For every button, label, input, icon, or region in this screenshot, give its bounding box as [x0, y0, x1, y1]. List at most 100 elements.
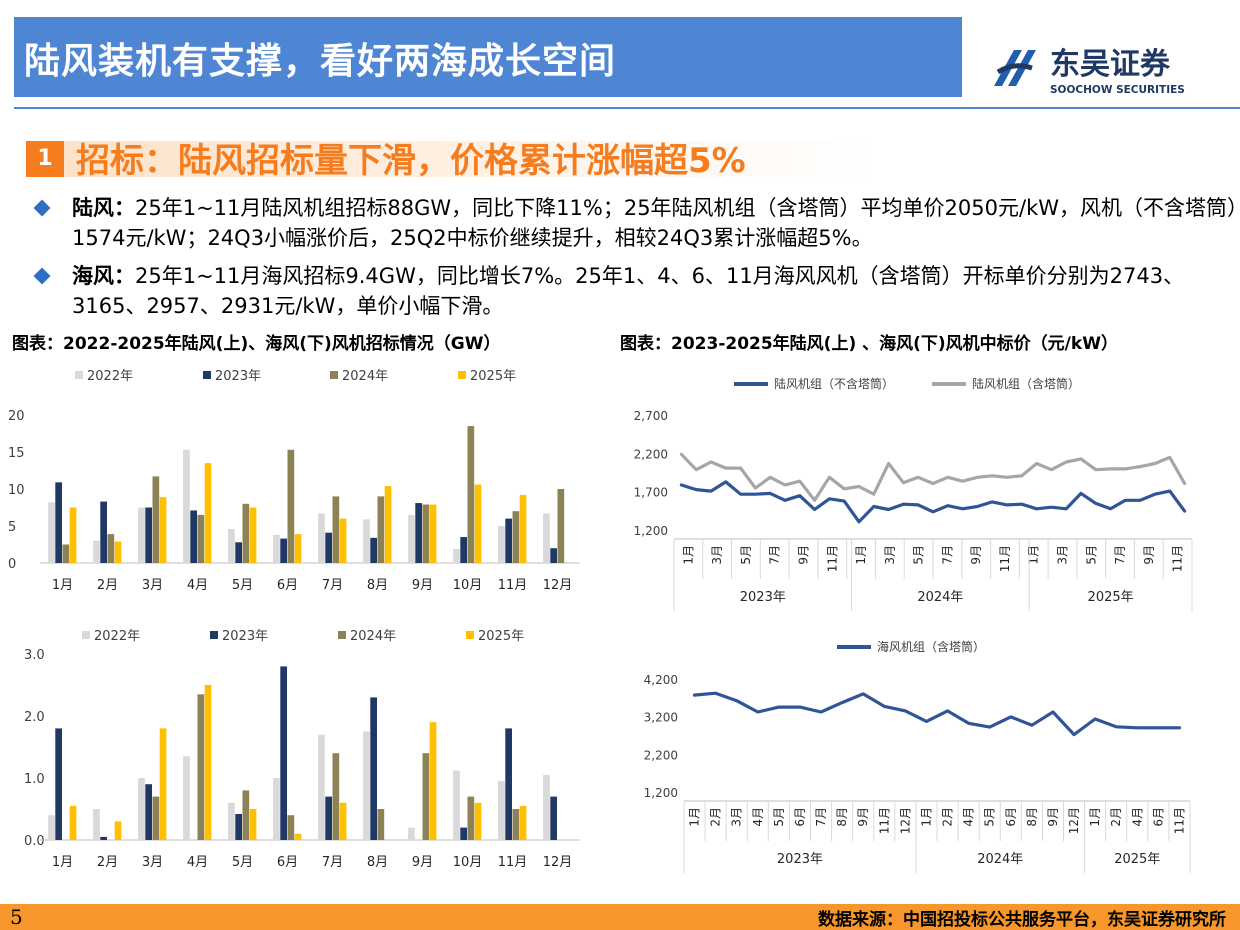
x-tick-label: 7月 [814, 807, 828, 827]
bar [183, 449, 190, 563]
x-tick-label: 3月 [1056, 545, 1070, 565]
bar [363, 731, 370, 840]
x-tick-label: 5月 [1084, 545, 1098, 565]
bar [422, 753, 430, 840]
bar [235, 542, 242, 563]
y-tick-label: 0 [8, 557, 16, 572]
bar [197, 514, 205, 563]
x-tick-label: 1月 [688, 807, 702, 827]
x-tick-label: 7月 [322, 578, 343, 593]
x-tick-label: 1月 [1027, 545, 1041, 565]
x-tick-label: 5月 [772, 807, 786, 827]
x-tick-label: 10月 [453, 855, 483, 870]
bullet-label: 陆风： [72, 196, 135, 220]
x-tick-label: 8月 [367, 578, 388, 593]
bar [190, 510, 197, 563]
bar [62, 544, 70, 563]
bar [460, 537, 467, 563]
x-tick-label: 9月 [412, 855, 433, 870]
legend-swatch [75, 371, 83, 379]
x-tick-label: 2月 [941, 807, 955, 827]
title-divider [14, 107, 1240, 109]
x-tick-label: 3月 [142, 578, 163, 593]
bar [294, 534, 302, 563]
x-tick-label: 9月 [969, 545, 983, 565]
x-tick-label: 3月 [710, 545, 724, 565]
legend-swatch [82, 631, 90, 639]
y-tick-label: 1,200 [634, 524, 668, 538]
bar [273, 534, 280, 563]
bar [370, 697, 377, 840]
bar [325, 796, 332, 840]
legend-swatch [466, 631, 474, 639]
bar [474, 802, 482, 840]
y-tick-label: 4,200 [644, 673, 678, 687]
bar [377, 809, 385, 840]
x-tick-label: 8月 [367, 855, 388, 870]
bar [363, 519, 370, 563]
bar [453, 548, 460, 563]
x-tick-label: 12月 [898, 807, 912, 834]
y-tick-label: 1.0 [24, 772, 45, 787]
x-tick-label: 5月 [232, 855, 253, 870]
bar [429, 504, 437, 563]
bar [93, 809, 100, 840]
bar [93, 540, 100, 563]
x-tick-label: 4月 [1130, 807, 1144, 827]
bar [325, 532, 332, 563]
bar [415, 503, 422, 563]
x-tick-label: 1月 [52, 855, 73, 870]
bar [519, 494, 527, 563]
bar [228, 528, 235, 563]
bar [550, 796, 557, 840]
y-tick-label: 2,200 [634, 447, 668, 461]
x-tick-label: 12月 [1067, 807, 1081, 834]
bar [48, 815, 55, 840]
bar [512, 809, 520, 840]
legend-label: 海风机组（含塔筒） [877, 639, 985, 654]
x-tick-label: 1月 [854, 545, 868, 565]
y-tick-label: 20 [8, 409, 25, 424]
bar [159, 728, 167, 840]
page-title: 陆风装机有支撑，看好两海成长空间 [24, 41, 617, 82]
group-label: 2023年 [740, 590, 786, 605]
bar [100, 836, 107, 840]
bar [235, 813, 242, 840]
x-tick-label: 5月 [912, 545, 926, 565]
x-tick-label: 10月 [453, 578, 483, 593]
x-tick-label: 7月 [768, 545, 782, 565]
title-bar [14, 17, 962, 97]
bullet-label: 海风： [72, 264, 135, 288]
bar [543, 513, 550, 563]
group-label: 2025年 [1114, 852, 1160, 867]
bar [543, 774, 550, 840]
y-tick-label: 2,700 [634, 409, 668, 423]
x-tick-label: 7月 [940, 545, 954, 565]
y-tick-label: 5 [8, 520, 16, 535]
x-tick-label: 1月 [681, 545, 695, 565]
bar [273, 778, 280, 840]
diamond-bullet-icon [33, 199, 51, 217]
bullet-text: 25年1~11月海风招标9.4GW，同比增长7%。25年1、4、6、11月海风风… [72, 264, 1185, 318]
x-tick-label: 12月 [543, 855, 573, 870]
diamond-bullet-icon [33, 267, 51, 285]
x-tick-label: 7月 [322, 855, 343, 870]
bar [69, 805, 77, 840]
group-label: 2025年 [1088, 590, 1134, 605]
x-tick-label: 9月 [1142, 545, 1156, 565]
bar [557, 489, 565, 563]
y-tick-label: 1,700 [634, 486, 668, 500]
y-tick-label: 0.0 [24, 834, 45, 849]
x-tick-label: 2月 [97, 578, 118, 593]
legend-label: 2024年 [342, 369, 388, 384]
legend-label: 陆风机组（不含塔筒） [774, 376, 894, 391]
x-tick-label: 11月 [998, 545, 1012, 572]
legend-label: 2025年 [470, 369, 516, 384]
legend-swatch [210, 631, 218, 639]
bar [332, 496, 340, 563]
legend-label: 2023年 [222, 629, 268, 644]
company-logo: 东吴证券 SOOCHOW SECURITIES [988, 36, 1228, 100]
page-number: 5 [10, 905, 23, 929]
bar [408, 827, 415, 840]
x-tick-label: 1月 [1088, 807, 1102, 827]
